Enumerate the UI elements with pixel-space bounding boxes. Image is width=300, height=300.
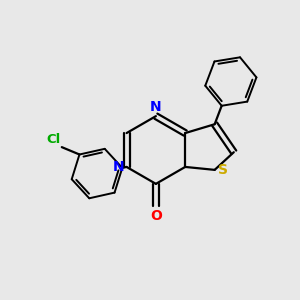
Text: Cl: Cl xyxy=(46,133,60,146)
Text: N: N xyxy=(150,100,162,114)
Text: O: O xyxy=(150,209,162,224)
Text: N: N xyxy=(113,160,124,174)
Text: S: S xyxy=(218,163,228,177)
